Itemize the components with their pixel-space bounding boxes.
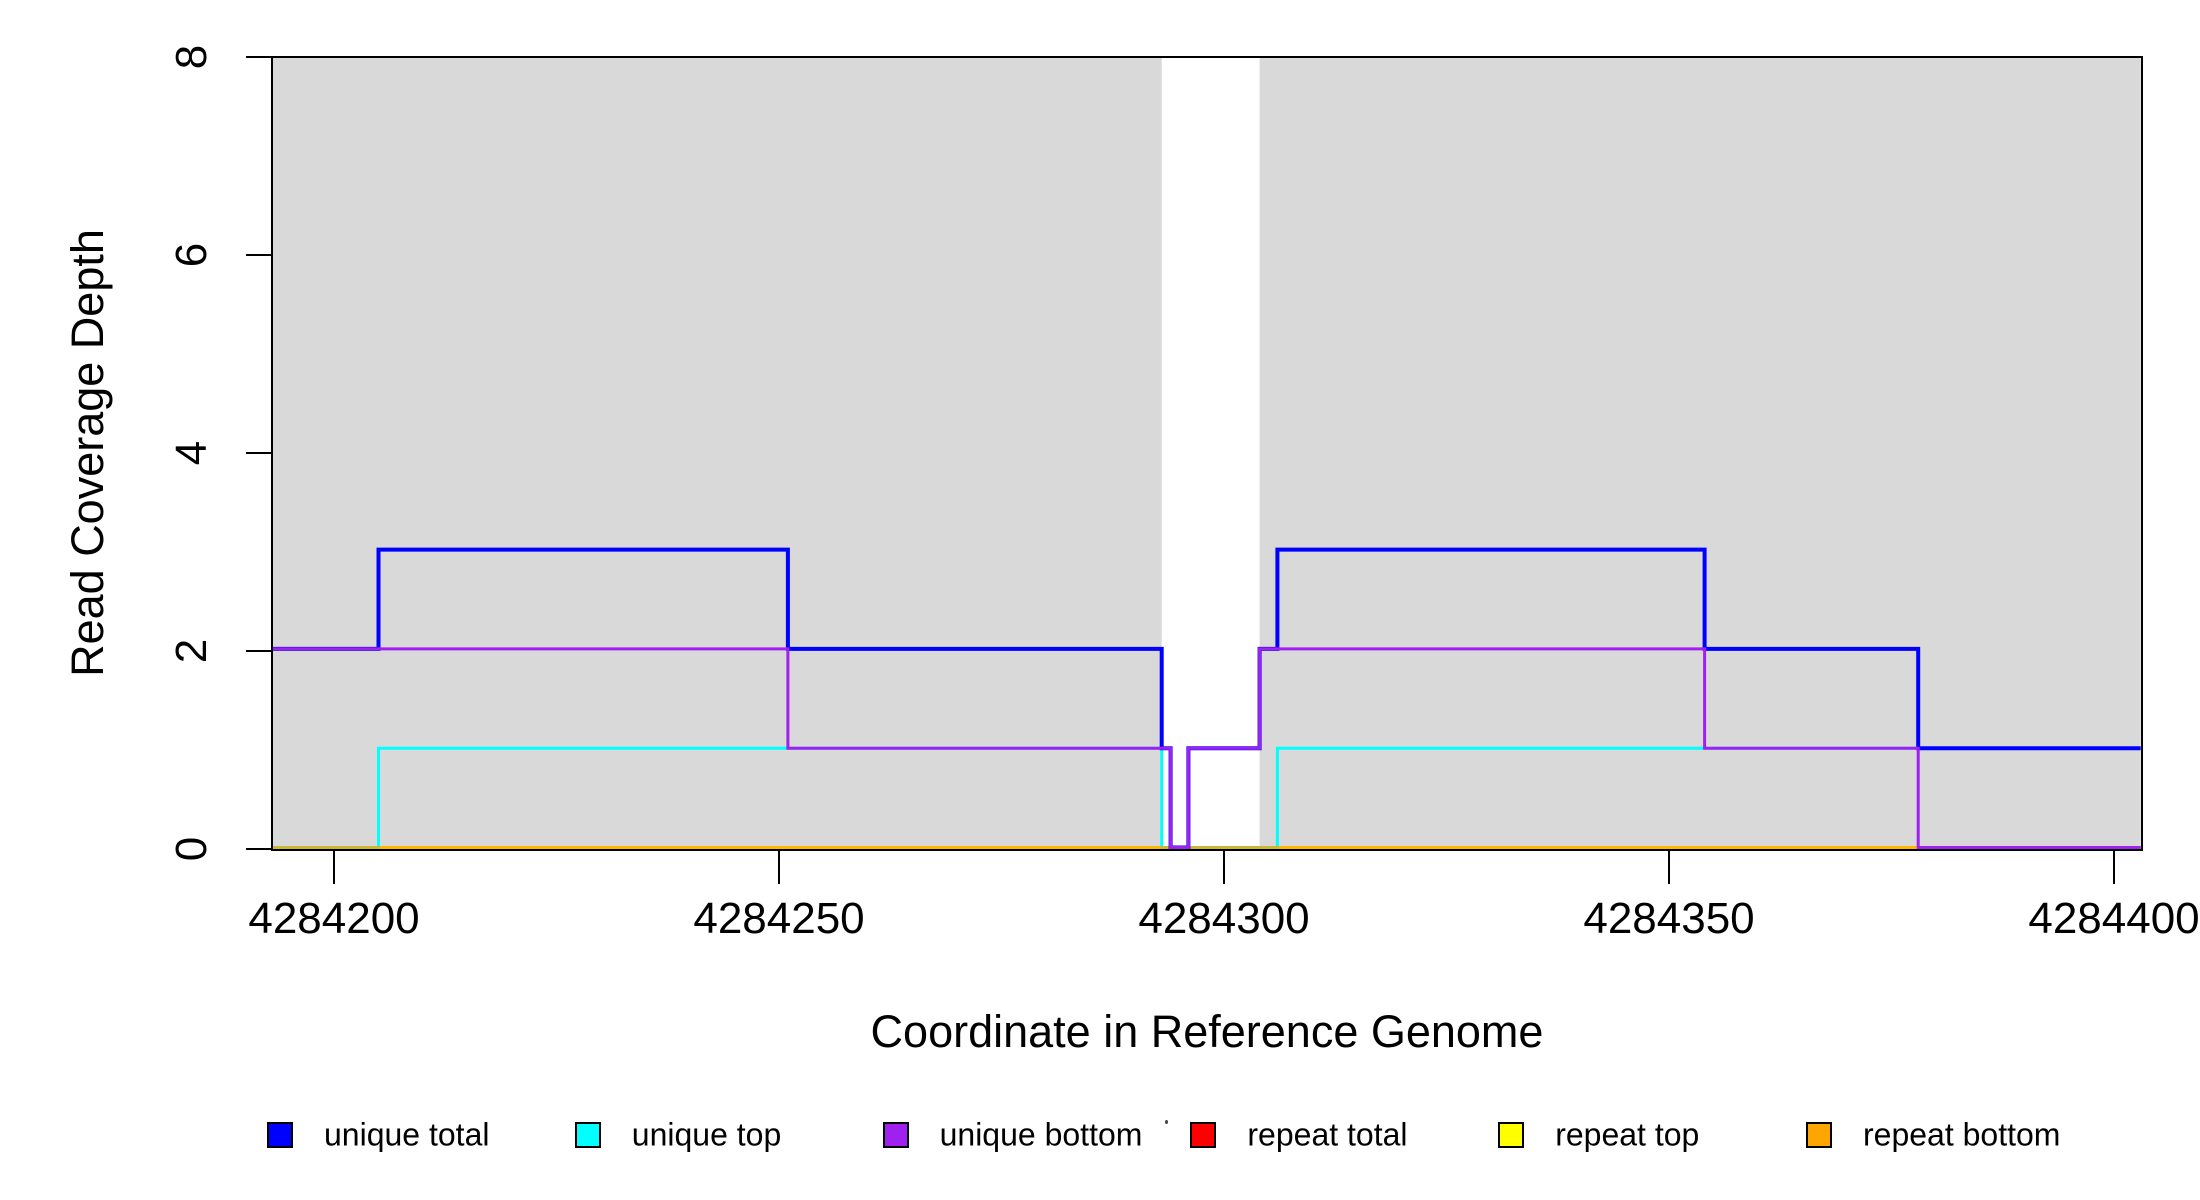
- x-axis-title: Coordinate in Reference Genome: [870, 1006, 1544, 1057]
- axis-ticks: [246, 56, 2115, 884]
- y-tick-label: 6: [167, 242, 216, 268]
- legend-item-repeat-bottom: repeat bottom: [1806, 1117, 2060, 1153]
- stray-dot-artifact: [1165, 1120, 1168, 1124]
- x-tick-label: 4284200: [248, 894, 420, 943]
- legend-item-unique-top: unique top: [574, 1117, 781, 1153]
- y-tick-label: 4: [167, 440, 216, 466]
- x-tick-label: 4284350: [1583, 894, 1755, 943]
- legend-item-repeat-total: repeat total: [1190, 1117, 1408, 1153]
- legend-swatch-icon: [574, 1122, 601, 1148]
- legend-label: repeat top: [1555, 1116, 1700, 1153]
- x-tick-label: 4284250: [693, 894, 865, 943]
- legend-swatch-icon: [267, 1122, 293, 1148]
- y-axis-title: Read Coverage Depth: [62, 229, 113, 677]
- legend-swatch-icon: [1498, 1122, 1525, 1148]
- coverage-series-lines: [271, 547, 2141, 850]
- series-line-unique-top: [271, 746, 2141, 849]
- repeat-band-1: [1259, 57, 2141, 849]
- y-tick-label: 2: [167, 638, 216, 664]
- legend-label: unique top: [631, 1116, 782, 1153]
- series-line-unique-bottom: [271, 647, 2141, 849]
- x-tick-label: 4284400: [2028, 894, 2200, 943]
- plot-border-box: [271, 56, 2143, 851]
- x-tick-label: 4284300: [1138, 894, 1310, 943]
- legend-label: repeat total: [1247, 1116, 1408, 1153]
- y-tick-label: 8: [167, 44, 216, 70]
- legend-item-unique-total: unique total: [267, 1117, 489, 1153]
- legend-label: unique total: [324, 1116, 490, 1153]
- legend-swatch-icon: [1190, 1122, 1217, 1148]
- repeat-band-0: [271, 57, 1162, 849]
- legend-item-repeat-top: repeat top: [1498, 1117, 1699, 1153]
- legend-swatch-icon: [1806, 1122, 1832, 1148]
- repeat-region-bands: [271, 57, 2141, 849]
- legend-label: repeat bottom: [1863, 1116, 2061, 1153]
- legend-swatch-icon: [882, 1122, 909, 1148]
- legend-item-unique-bottom: unique bottom: [882, 1117, 1142, 1153]
- y-tick-label: 0: [167, 836, 216, 862]
- legend-label: unique bottom: [939, 1116, 1143, 1153]
